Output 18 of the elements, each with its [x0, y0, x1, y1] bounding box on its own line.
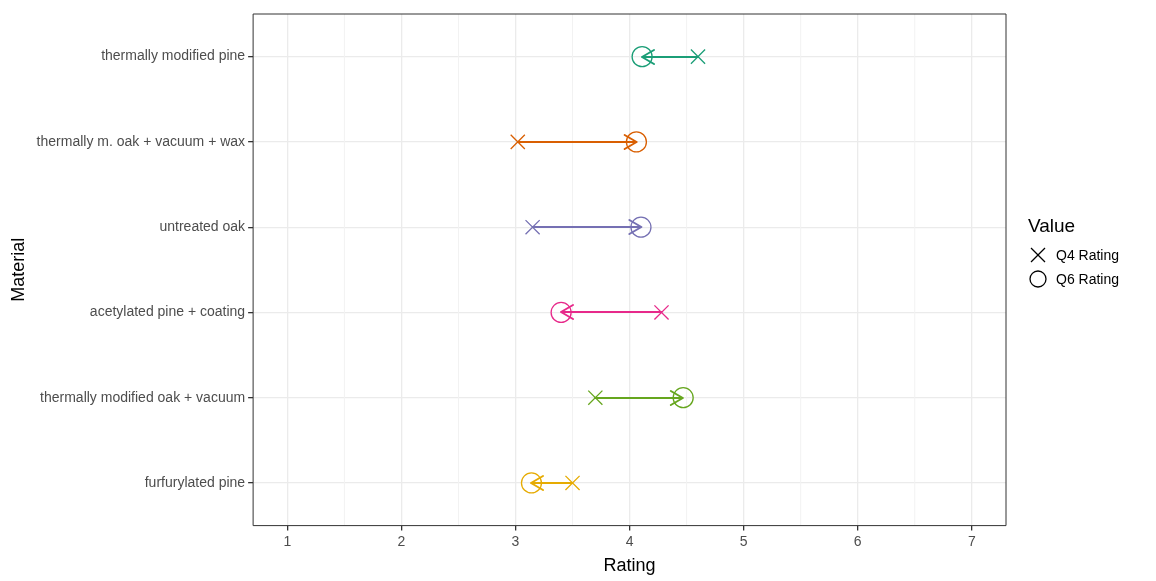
text: Q4 Rating: [1056, 247, 1120, 263]
x-axis-title: Rating: [603, 555, 656, 576]
text: Q6 Rating: [1056, 271, 1120, 287]
y-tick-label: untreated oak: [159, 218, 247, 235]
y-tick-label: furfurylated pine: [144, 473, 246, 490]
y-tick-label: thermally modified oak + vacuum: [40, 388, 246, 405]
x-tick-label: 1: [283, 532, 292, 549]
x-tick-label: 5: [739, 532, 748, 549]
x-tick-label: 6: [853, 532, 862, 549]
y-tick-label: thermally modified pine: [101, 47, 246, 64]
x-tick-label: 3: [511, 532, 520, 549]
x-tick-label: 2: [397, 532, 406, 549]
y-axis-title: Material: [7, 237, 28, 302]
x-tick-label: 4: [625, 532, 634, 549]
y-tick-label: thermally m. oak + vacuum + wax: [36, 132, 246, 149]
x-tick-label: 7: [967, 532, 976, 549]
y-tick-label: acetylated pine + coating: [89, 303, 246, 320]
legend-title: Value: [1028, 215, 1077, 237]
